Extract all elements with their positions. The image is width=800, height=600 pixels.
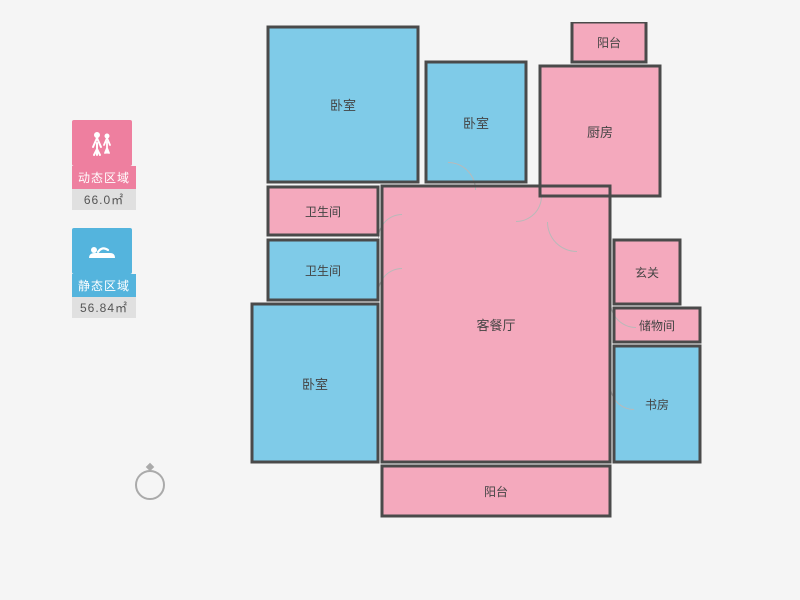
room-entry: 玄关 <box>614 240 680 304</box>
room-kitchen: 厨房 <box>540 66 660 196</box>
room-label: 卧室 <box>330 95 356 114</box>
room-bathroom-2: 卫生间 <box>268 240 378 300</box>
room-bedroom-nc: 卧室 <box>426 62 526 182</box>
room-label: 书房 <box>645 396 669 413</box>
page-canvas: 动态区域 66.0㎡ 静态区域 56.84㎡ 卧室卧室阳台厨房卫生间卫生间客餐厅… <box>0 0 800 600</box>
floorplan: 卧室卧室阳台厨房卫生间卫生间客餐厅玄关储物间卧室书房阳台 <box>250 22 720 552</box>
legend-dynamic-label: 动态区域 <box>72 166 136 189</box>
legend-dynamic: 动态区域 66.0㎡ <box>72 120 136 210</box>
room-label: 卧室 <box>463 113 489 132</box>
room-bedroom-sw: 卧室 <box>252 304 378 462</box>
room-balcony-s: 阳台 <box>382 466 610 516</box>
room-label: 阳台 <box>484 483 508 500</box>
room-storage: 储物间 <box>614 308 700 342</box>
legend-dynamic-iconbox <box>72 120 132 166</box>
room-label: 阳台 <box>597 34 621 51</box>
compass-icon <box>130 460 170 500</box>
room-label: 卫生间 <box>305 203 341 220</box>
room-living: 客餐厅 <box>382 186 610 462</box>
legend-static-iconbox <box>72 228 132 274</box>
room-label: 卧室 <box>302 374 328 393</box>
people-icon <box>87 129 117 157</box>
legend-static-label: 静态区域 <box>72 274 136 297</box>
legend: 动态区域 66.0㎡ 静态区域 56.84㎡ <box>72 120 136 336</box>
rest-icon <box>86 240 118 262</box>
legend-static: 静态区域 56.84㎡ <box>72 228 136 318</box>
room-bathroom-1: 卫生间 <box>268 187 378 235</box>
room-label: 玄关 <box>635 264 659 281</box>
legend-static-value: 56.84㎡ <box>72 297 136 318</box>
room-label: 卫生间 <box>305 262 341 279</box>
room-label: 储物间 <box>639 317 675 334</box>
room-study: 书房 <box>614 346 700 462</box>
room-bedroom-nw: 卧室 <box>268 27 418 182</box>
room-label: 厨房 <box>587 122 613 141</box>
room-label: 客餐厅 <box>476 315 515 334</box>
room-balcony-ne: 阳台 <box>572 22 646 62</box>
legend-dynamic-value: 66.0㎡ <box>72 189 136 210</box>
